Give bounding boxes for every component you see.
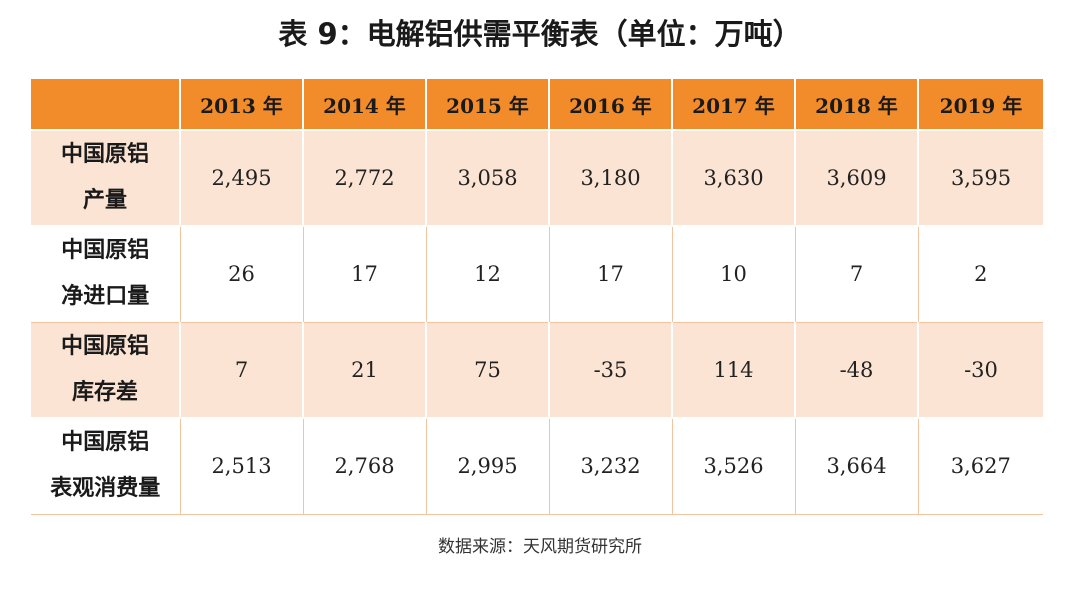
table-cell: 3,180 <box>549 130 673 227</box>
table-cell: 2,772 <box>303 130 427 227</box>
table-cell: 2,495 <box>180 130 304 227</box>
table-cell: 2 <box>918 226 1043 323</box>
year-header: 2014 年 <box>303 79 427 131</box>
table-cell: 3,664 <box>795 418 919 515</box>
table-cell: 2,995 <box>426 418 550 515</box>
row-label-line1: 中国原铝 <box>61 430 150 456</box>
row-label: 中国原铝 产量 <box>31 130 181 227</box>
table-cell: 12 <box>426 226 550 323</box>
year-header: 2015 年 <box>426 79 550 131</box>
table-cell: 75 <box>426 322 550 419</box>
year-header: 2017 年 <box>672 79 796 131</box>
table-cell: 3,630 <box>672 130 796 227</box>
table-cell: 3,609 <box>795 130 919 227</box>
table-cell: -35 <box>549 322 673 419</box>
year-header: 2013 年 <box>180 79 304 131</box>
table-cell: 7 <box>180 322 304 419</box>
year-header: 2016 年 <box>549 79 673 131</box>
table-cell: 3,058 <box>426 130 550 227</box>
row-label: 中国原铝 表观消费量 <box>31 418 181 515</box>
table-cell: 3,627 <box>918 418 1043 515</box>
table-cell: 2,768 <box>303 418 427 515</box>
table-cell: -30 <box>918 322 1043 419</box>
row-label-line1: 中国原铝 <box>61 238 150 264</box>
table-cell: 21 <box>303 322 427 419</box>
table-row-net-imports: 中国原铝 净进口量 26 17 12 17 10 7 2 <box>31 226 1043 323</box>
row-label-line2: 产量 <box>82 188 127 213</box>
row-label-line1: 中国原铝 <box>60 142 149 167</box>
supply-demand-table: 2013 年 2014 年 2015 年 2016 年 2017 年 2018 … <box>31 79 1043 515</box>
table-cell: -48 <box>795 322 919 419</box>
table-cell: 10 <box>672 226 796 323</box>
row-label: 中国原铝 库存差 <box>31 322 181 419</box>
data-source-note: 数据来源：天风期货研究所 <box>438 537 642 557</box>
table-cell: 3,232 <box>549 418 673 515</box>
year-header: 2018 年 <box>795 79 919 131</box>
table-cell: 17 <box>549 226 673 323</box>
row-label-line2: 净进口量 <box>61 284 150 310</box>
row-label-line2: 表观消费量 <box>50 476 161 502</box>
row-label-line2: 库存差 <box>71 379 138 405</box>
table-cell: 3,595 <box>918 130 1043 227</box>
row-label-line1: 中国原铝 <box>60 333 149 359</box>
header-corner <box>31 79 181 131</box>
table-cell: 7 <box>795 226 919 323</box>
table-row-production: 中国原铝 产量 2,495 2,772 3,058 3,180 3,630 3,… <box>31 130 1043 227</box>
table-row-inventory-change: 中国原铝 库存差 7 21 75 -35 114 -48 -30 <box>31 322 1043 419</box>
table-cell: 114 <box>672 322 796 419</box>
table-cell: 2,513 <box>180 418 304 515</box>
table-row-apparent-consumption: 中国原铝 表观消费量 2,513 2,768 2,995 3,232 3,526… <box>31 418 1043 515</box>
header-row: 2013 年 2014 年 2015 年 2016 年 2017 年 2018 … <box>31 79 1043 131</box>
table-cell: 3,526 <box>672 418 796 515</box>
table-cell: 26 <box>180 226 304 323</box>
table-title: 表 9：电解铝供需平衡表（单位：万吨） <box>278 17 802 51</box>
table-cell: 17 <box>303 226 427 323</box>
year-header: 2019 年 <box>918 79 1043 131</box>
row-label: 中国原铝 净进口量 <box>31 226 181 323</box>
